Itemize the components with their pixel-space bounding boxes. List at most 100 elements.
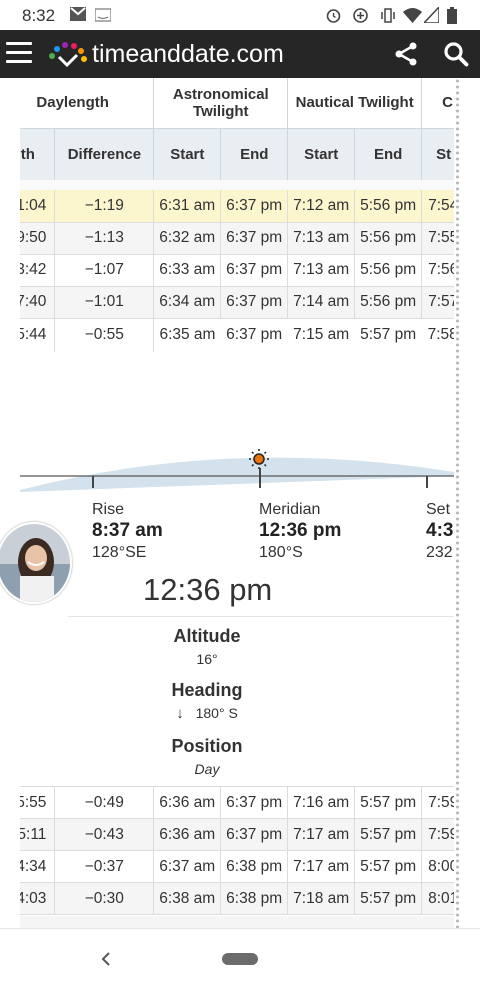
- table-row[interactable]: 5:44 −0:55 6:35 am 6:37 pm 7:15 am 5:57 …: [20, 318, 454, 352]
- set-label: Set: [426, 501, 451, 518]
- table-cell: 7:40: [20, 286, 56, 319]
- table-row[interactable]: 5:11 −0:43 6:36 am 6:37 pm 7:17 am 5:57 …: [20, 818, 454, 851]
- table-cell: 8:01: [421, 882, 454, 915]
- sun-icon: [249, 449, 269, 469]
- meridian-time: 12:36 pm: [259, 520, 342, 541]
- table-cell: 6:38 am: [153, 882, 222, 915]
- home-pill-button[interactable]: [222, 953, 258, 965]
- table-cell: 6:36 am: [153, 786, 222, 819]
- meridian-info: Meridian 12:36 pm 180°S: [259, 501, 341, 562]
- table-cell: 7:13 am: [287, 222, 356, 255]
- subheader-nautical-end: End: [354, 128, 423, 180]
- table-cell: 5:57 pm: [354, 882, 423, 915]
- table-cell: 6:37 pm: [220, 190, 289, 223]
- table-cell: 5:55: [20, 786, 56, 819]
- table-cell: 5:57 pm: [354, 818, 423, 851]
- current-time: 12:36 pm: [143, 572, 273, 607]
- vibrate-icon: [381, 8, 395, 23]
- table-cell: −0:49: [54, 786, 155, 819]
- table-cell: 5:57 pm: [360, 326, 417, 344]
- table-cell: 6:37 pm: [226, 326, 283, 344]
- menu-icon[interactable]: [6, 42, 32, 64]
- table-cell: −1:19: [54, 190, 155, 223]
- share-icon[interactable]: [394, 42, 418, 66]
- avatar[interactable]: [0, 522, 72, 604]
- rise-time: 8:37 am: [92, 520, 163, 541]
- table-cell: 6:33 am: [153, 254, 222, 287]
- table-cell: −0:43: [54, 818, 155, 851]
- table-cell: 5:11: [20, 818, 56, 851]
- table-cell: −0:55: [54, 318, 155, 352]
- table-cell: 3:42: [20, 254, 56, 287]
- table-cell: 7:15 am: [293, 326, 350, 344]
- system-nav-bar: [0, 928, 480, 988]
- set-time: 4:3: [426, 520, 454, 541]
- rise-direction: 128°SE: [92, 544, 147, 561]
- heading-block: Heading ↓ 180° S: [130, 680, 284, 722]
- divider: [68, 616, 454, 617]
- table-cell: 5:57 pm: [354, 850, 423, 883]
- subheader-astro-start: Start: [153, 128, 222, 180]
- table-row[interactable]: 7:40 −1:01 6:34 am 6:37 pm 7:14 am 5:56 …: [20, 286, 454, 319]
- sun-table: Daylength Astronomical Twilight Nautical…: [20, 78, 454, 928]
- position-block: Position Day: [130, 736, 284, 777]
- site-title[interactable]: timeanddate.com: [92, 40, 284, 68]
- table-cell: −1:07: [54, 254, 155, 287]
- set-info: Set 4:3 232: [426, 501, 454, 562]
- table-cell: 6:34 am: [153, 286, 222, 319]
- table-cell: 4:03: [20, 882, 56, 915]
- table-body-top: 1:04 −1:19 6:31 am 6:37 pm 7:12 am 5:56 …: [20, 190, 454, 352]
- rise-info: Rise 8:37 am 128°SE: [92, 501, 163, 562]
- table-cell: 6:36 am: [153, 818, 222, 851]
- table-cell: 5:44: [20, 318, 56, 352]
- subheader-difference: Difference: [54, 128, 155, 180]
- table-cell: 5:57 pm: [354, 786, 423, 819]
- table-row[interactable]: 4:34 −0:37 6:37 am 6:38 pm 7:17 am 5:57 …: [20, 850, 454, 883]
- table-header: Daylength Astronomical Twilight Nautical…: [20, 78, 454, 180]
- logo-icon[interactable]: [48, 40, 88, 70]
- table-cell: 7:56: [421, 254, 454, 287]
- table-row[interactable]: 9:50 −1:13 6:32 am 6:37 pm 7:13 am 5:56 …: [20, 222, 454, 255]
- table-cell: 6:37 pm: [220, 222, 289, 255]
- data-saver-icon: [353, 8, 368, 23]
- header-daylength: Daylength: [20, 78, 155, 129]
- table-cell: 7:14 am: [287, 286, 356, 319]
- header-astronomical-twilight: Astronomical Twilight: [153, 78, 289, 129]
- table-cell: 7:57: [421, 286, 454, 319]
- table-cell: 6:32 am: [153, 222, 222, 255]
- search-icon[interactable]: [443, 41, 469, 67]
- table-cell: 5:56 pm: [354, 254, 423, 287]
- alarm-icon: [326, 9, 341, 23]
- status-time: 8:32: [22, 6, 56, 25]
- status-bar: 8:32: [0, 0, 480, 30]
- rise-label: Rise: [92, 501, 125, 518]
- table-cell: −1:01: [54, 286, 155, 319]
- table-cell: 6:38 pm: [220, 850, 289, 883]
- table-cell: 8:00: [421, 850, 454, 883]
- table-body-bottom: 5:55 −0:49 6:36 am 6:37 pm 7:16 am 5:57 …: [20, 786, 454, 915]
- table-cell: 1:04: [20, 190, 56, 223]
- table-row[interactable]: 5:55 −0:49 6:36 am 6:37 pm 7:16 am 5:57 …: [20, 786, 454, 819]
- table-cell: 6:37 pm: [220, 786, 289, 819]
- amazon-icon: [95, 8, 111, 22]
- position-value: Day: [194, 761, 220, 777]
- scroll-indicator[interactable]: [455, 78, 460, 928]
- table-cell: 7:17 am: [287, 850, 356, 883]
- table-cell: 6:38 pm: [220, 882, 289, 915]
- table-row-today[interactable]: 1:04 −1:19 6:31 am 6:37 pm 7:12 am 5:56 …: [20, 190, 454, 223]
- wifi-icon: [403, 8, 422, 23]
- table-cell: 7:12 am: [287, 190, 356, 223]
- header-civil-twilight: C: [421, 78, 454, 129]
- table-cell: 7:13 am: [287, 254, 356, 287]
- signal-icon: [424, 7, 439, 23]
- table-row[interactable]: 3:42 −1:07 6:33 am 6:37 pm 7:13 am 5:56 …: [20, 254, 454, 287]
- table-cell: 7:17 am: [287, 818, 356, 851]
- back-icon[interactable]: [100, 951, 112, 967]
- table-cell: 6:37 pm: [220, 286, 289, 319]
- table-cell: 6:31 am: [153, 190, 222, 223]
- table-cell: 7:54: [421, 190, 454, 223]
- table-cell: 7:16 am: [287, 786, 356, 819]
- altitude-value: 16°: [196, 651, 218, 667]
- table-row[interactable]: 4:03 −0:30 6:38 am 6:38 pm 7:18 am 5:57 …: [20, 882, 454, 915]
- gmail-icon: [70, 7, 86, 21]
